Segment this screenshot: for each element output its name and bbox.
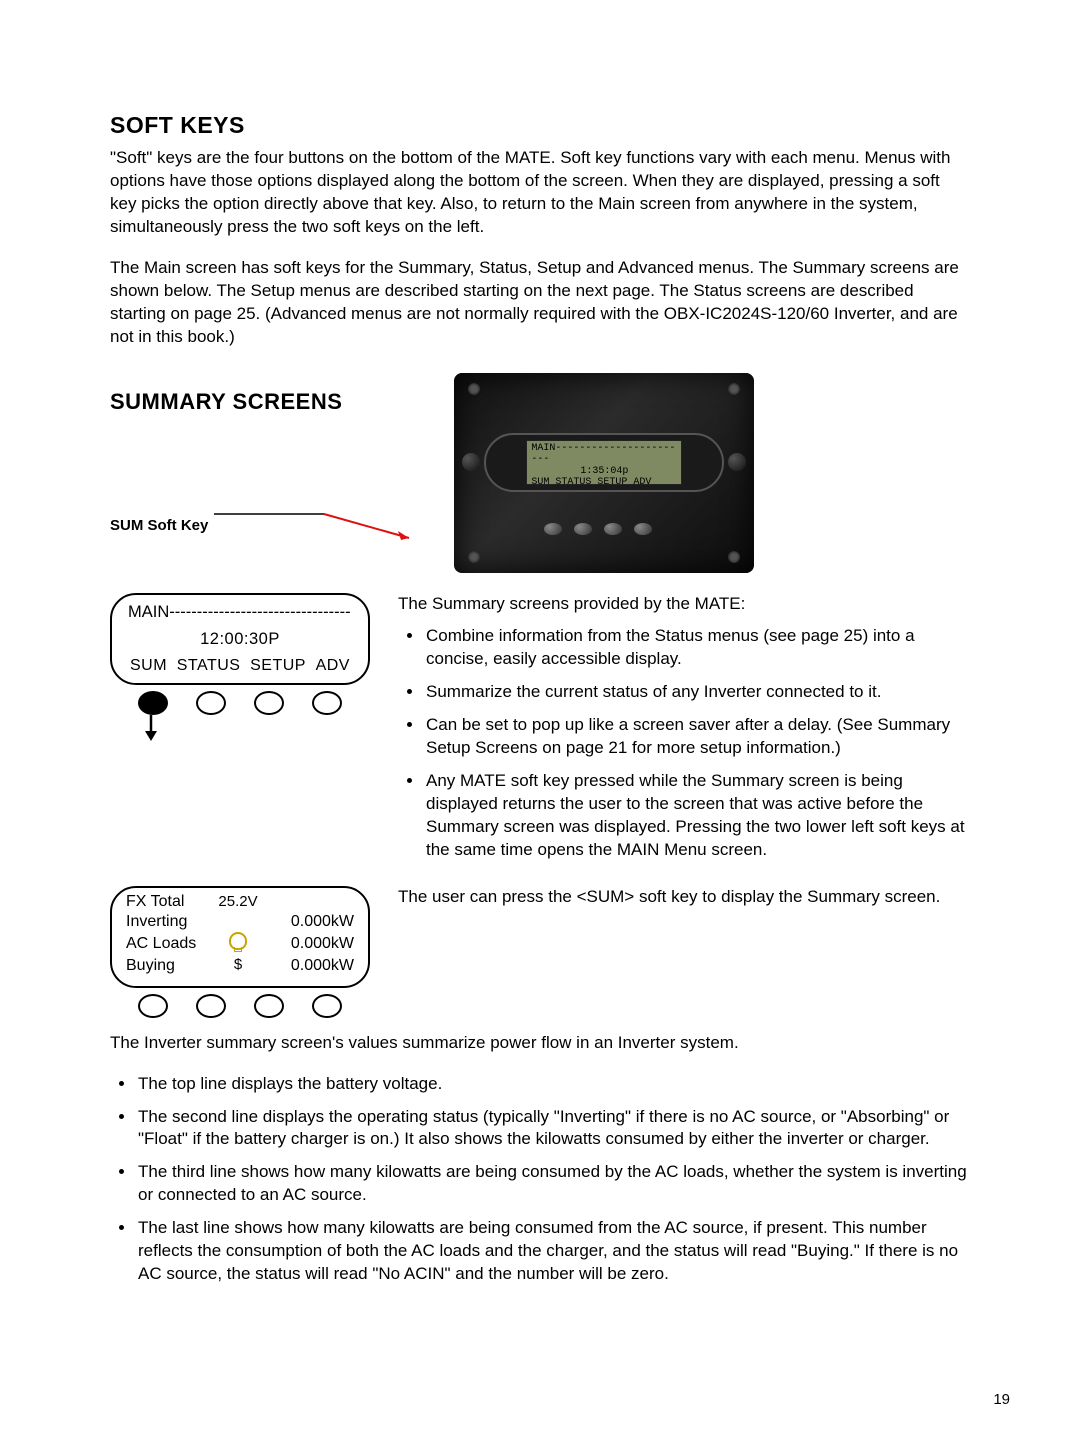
soft-keys-heading: SOFT KEYS bbox=[110, 110, 970, 141]
main-lcd-box: MAIN--------------------------------- 12… bbox=[110, 593, 370, 685]
device-lcd-line1: MAIN----------------------- bbox=[531, 443, 677, 466]
device-lcd-line3: SUM STATUS SETUP ADV bbox=[531, 477, 677, 485]
inv-bullet-3: The third line shows how many kilowatts … bbox=[136, 1161, 970, 1207]
main-lcd-line2: 12:00:30P bbox=[128, 628, 352, 650]
menu-status: STATUS bbox=[177, 655, 241, 677]
arrow-down-icon bbox=[110, 715, 370, 744]
summary-screens-heading: SUMMARY SCREENS bbox=[110, 387, 414, 417]
inv-bullet-1: The top line displays the battery voltag… bbox=[136, 1073, 970, 1096]
fx-row-4: Buying $ 0.000kW bbox=[126, 956, 354, 976]
device-softkey-1 bbox=[544, 523, 562, 535]
summary-header-row: SUMMARY SCREENS SUM Soft Key MAIN-------… bbox=[110, 373, 970, 573]
device-softkey-3 bbox=[604, 523, 622, 535]
device-softkey-4 bbox=[634, 523, 652, 535]
inv-bullet-2: The second line displays the operating s… bbox=[136, 1106, 970, 1152]
summary-bullets: Combine information from the Status menu… bbox=[398, 625, 970, 861]
menu-setup: SETUP bbox=[250, 655, 306, 677]
inverter-summary-intro: The Inverter summary screen's values sum… bbox=[110, 1032, 970, 1055]
device-left-button bbox=[462, 453, 480, 471]
fx-softkey-3 bbox=[254, 994, 284, 1018]
fx-row-2: Inverting 0.000kW bbox=[126, 912, 354, 932]
fx-lcd-box: FX Total 25.2V Inverting 0.000kW AC Load… bbox=[110, 886, 370, 988]
page: SOFT KEYS "Soft" keys are the four butto… bbox=[0, 0, 1080, 1440]
summary-bullet-4: Any MATE soft key pressed while the Summ… bbox=[424, 770, 970, 862]
inv-bullet-4: The last line shows how many kilowatts a… bbox=[136, 1217, 970, 1286]
summary-description: The Summary screens provided by the MATE… bbox=[398, 593, 970, 872]
main-lcd-diagram: MAIN--------------------------------- 12… bbox=[110, 593, 370, 744]
softkey-button-4 bbox=[312, 691, 342, 715]
fx-lcd-buttons bbox=[110, 988, 370, 1018]
main-lcd-buttons bbox=[110, 685, 370, 715]
main-lcd-line1: MAIN--------------------------------- bbox=[128, 601, 352, 623]
summary-bullet-1: Combine information from the Status menu… bbox=[424, 625, 970, 671]
mate-device-photo: MAIN----------------------- 1:35:04p SUM… bbox=[454, 373, 754, 573]
sum-softkey-label: SUM Soft Key bbox=[110, 516, 208, 536]
summary-bullet-3: Can be set to pop up like a screen saver… bbox=[424, 714, 970, 760]
dollar-icon: $ bbox=[210, 956, 266, 975]
press-sum-text: The user can press the <SUM> soft key to… bbox=[398, 886, 970, 919]
device-right-button bbox=[728, 453, 746, 471]
fx-row-1: FX Total 25.2V bbox=[126, 892, 354, 912]
main-lcd-row: MAIN--------------------------------- 12… bbox=[110, 593, 970, 872]
sum-softkey-callout: SUM Soft Key bbox=[110, 506, 414, 546]
device-lcd: MAIN----------------------- 1:35:04p SUM… bbox=[526, 440, 682, 485]
main-lcd-menu: SUM STATUS SETUP ADV bbox=[128, 655, 352, 679]
menu-sum: SUM bbox=[130, 655, 167, 677]
softkey-button-3 bbox=[254, 691, 284, 715]
device-softkey-2 bbox=[574, 523, 592, 535]
softkey-button-1 bbox=[138, 691, 168, 715]
device-lcd-line2: 1:35:04p bbox=[531, 466, 677, 478]
bulb-icon bbox=[210, 932, 266, 956]
callout-arrow-icon bbox=[214, 506, 414, 546]
summary-bullet-2: Summarize the current status of any Inve… bbox=[424, 681, 970, 704]
soft-keys-para-2: The Main screen has soft keys for the Su… bbox=[110, 257, 970, 349]
page-number: 19 bbox=[993, 1390, 1010, 1410]
fx-softkey-2 bbox=[196, 994, 226, 1018]
menu-adv: ADV bbox=[316, 655, 350, 677]
inverter-summary-bullets: The top line displays the battery voltag… bbox=[110, 1073, 970, 1287]
summary-intro: The Summary screens provided by the MATE… bbox=[398, 593, 970, 616]
fx-softkey-1 bbox=[138, 994, 168, 1018]
softkey-button-2 bbox=[196, 691, 226, 715]
fx-row-3: AC Loads 0.000kW bbox=[126, 932, 354, 956]
fx-softkey-4 bbox=[312, 994, 342, 1018]
fx-lcd-diagram: FX Total 25.2V Inverting 0.000kW AC Load… bbox=[110, 886, 370, 1018]
soft-keys-para-1: "Soft" keys are the four buttons on the … bbox=[110, 147, 970, 239]
fx-summary-row: FX Total 25.2V Inverting 0.000kW AC Load… bbox=[110, 886, 970, 1018]
